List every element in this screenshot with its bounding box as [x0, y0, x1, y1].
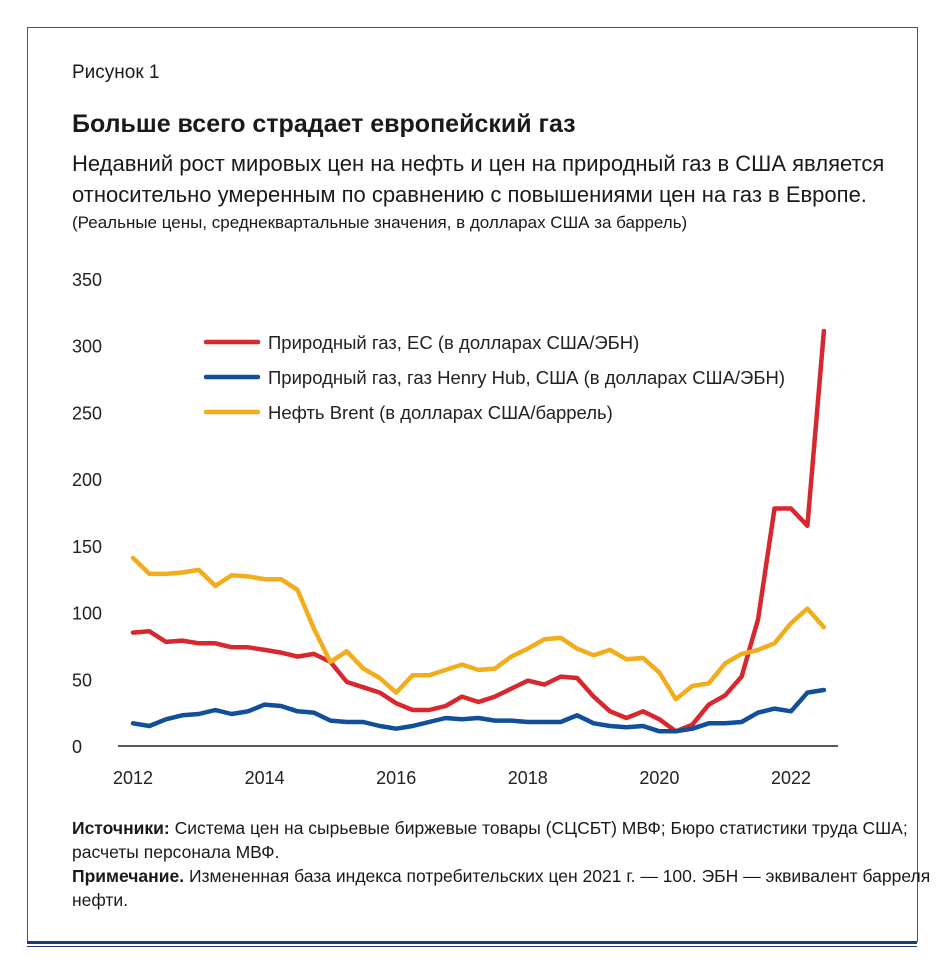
y-tick-label: 200 — [72, 470, 102, 490]
y-tick-label: 350 — [72, 270, 102, 290]
x-tick-label: 2016 — [376, 768, 416, 788]
y-tick-label: 300 — [72, 337, 102, 357]
chart-title: Больше всего страдает европейский газ — [72, 110, 576, 138]
bottom-rule — [27, 941, 917, 944]
chart-subtitle: Недавний рост мировых цен на нефть и цен… — [72, 151, 885, 207]
bottom-rule-thin — [27, 946, 917, 947]
y-tick-label: 50 — [72, 670, 92, 690]
y-tick-label: 250 — [72, 403, 102, 423]
x-tick-label: 2022 — [771, 768, 811, 788]
sources-text: Система цен на сырьевые биржевые товары … — [72, 818, 908, 862]
units-note: (Реальные цены, среднеквартальные значен… — [72, 213, 688, 232]
figure-label: Рисунок 1 — [72, 62, 160, 83]
y-tick-label: 100 — [72, 604, 102, 624]
sources-label: Источники: — [72, 818, 170, 838]
x-tick-label: 2018 — [508, 768, 548, 788]
x-tick-label: 2020 — [639, 768, 679, 788]
x-tick-label: 2012 — [113, 768, 153, 788]
figure-frame — [27, 27, 918, 942]
legend-label: Природный газ, газ Henry Hub, США (в дол… — [268, 367, 785, 388]
series-line-2 — [130, 687, 827, 734]
y-tick-label: 0 — [72, 737, 82, 757]
note-label: Примечание. — [72, 866, 185, 886]
x-tick-label: 2014 — [245, 768, 285, 788]
series-line-3 — [130, 555, 827, 702]
legend-label: Нефть Brent (в долларах США/баррель) — [268, 402, 613, 423]
legend-label: Природный газ, ЕС (в долларах США/ЭБН) — [268, 332, 639, 353]
note-text: Измененная база индекса потребительских … — [72, 866, 931, 910]
chart-notes: Источники: Система цен на сырьевые бирже… — [72, 816, 950, 912]
y-tick-label: 150 — [72, 537, 102, 557]
series-line-1 — [130, 328, 827, 734]
